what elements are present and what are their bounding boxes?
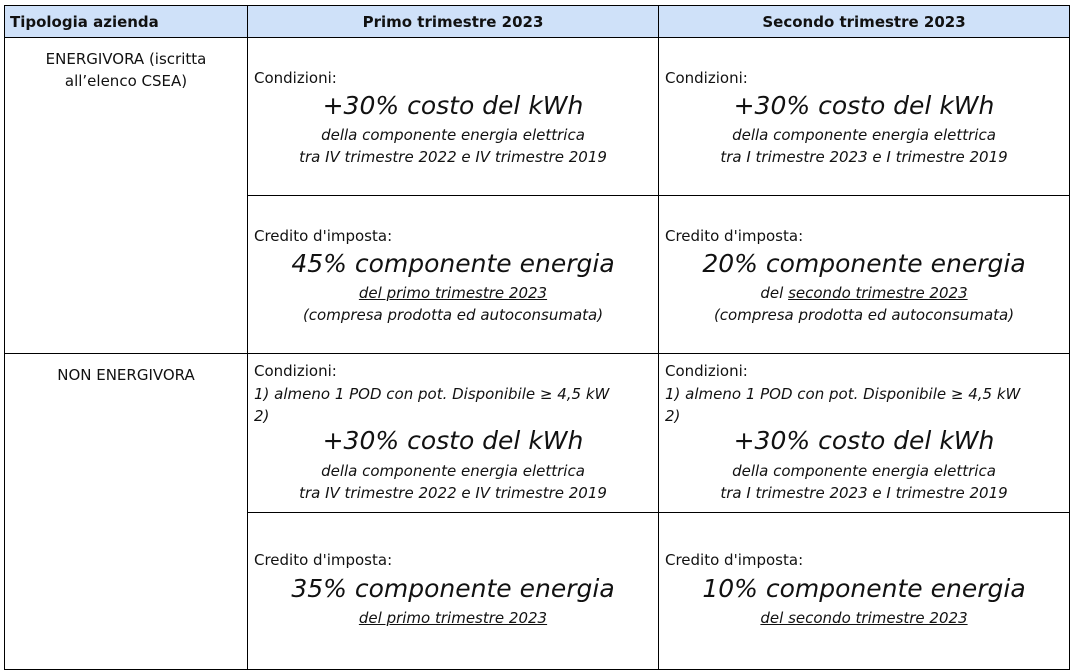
credit-note: (compresa prodotta ed autoconsumata) [302,306,604,324]
conditions-line2: tra I trimestre 2023 e I trimestre 2019 [720,148,1008,166]
non-energivora-credit-q2: Credito d'imposta: 10% componente energi… [658,512,1070,670]
condition-2: 2) [254,407,270,425]
energivora-credit-row: Credito d'imposta: 45% componente energi… [5,195,1070,354]
energivora-type-label: ENERGIVORA (iscritta all’elenco CSEA) [45,50,207,90]
credit-period-prefix: del [760,284,789,302]
non-energivora-credit-row: Credito d'imposta: 35% componente energi… [5,512,1070,670]
conditions-line2: tra IV trimestre 2022 e IV trimestre 201… [299,148,607,166]
credit-label: Credito d'imposta: [254,551,393,569]
conditions-line2: tra I trimestre 2023 e I trimestre 2019 [720,484,1008,502]
conditions-line1: della componente energia elettrica [732,462,996,480]
energivora-credit-q2: Credito d'imposta: 20% componente energi… [658,195,1070,354]
credit-period: del primo trimestre 2023 [358,284,548,302]
credit-value: 20% componente energia [702,249,1026,278]
credit-period: del primo trimestre 2023 [358,609,548,627]
energivora-conditions-row: ENERGIVORA (iscritta all’elenco CSEA) Co… [4,37,1070,354]
credit-note: (compresa prodotta ed autoconsumata) [713,306,1015,324]
credit-value: 45% componente energia [291,249,615,278]
energivora-conditions-q2: Condizioni: +30% costo del kWh della com… [658,37,1070,196]
header-row: Tipologia azienda Primo trimestre 2023 S… [4,5,1070,38]
non-energivora-conditions-q2: Condizioni: 1) almeno 1 POD con pot. Dis… [658,353,1070,513]
credit-value: 10% componente energia [702,574,1026,603]
non-energivora-conditions-q1: Condizioni: 1) almeno 1 POD con pot. Dis… [247,353,659,513]
header-primo-trimestre: Primo trimestre 2023 [247,5,659,38]
condition-1: 1) almeno 1 POD con pot. Disponibile ≥ 4… [665,385,1021,403]
threshold-value: +30% costo del kWh [322,426,584,455]
condition-2: 2) [665,407,681,425]
header-tipologia: Tipologia azienda [4,5,248,38]
energivora-conditions-q1: Condizioni: +30% costo del kWh della com… [247,37,659,196]
conditions-line1: della componente energia elettrica [732,126,996,144]
non-energivora-conditions-row: NON ENERGIVORA Condizioni: 1) almeno 1 P… [4,353,1070,670]
conditions-label: Condizioni: [665,69,748,87]
header-secondo-trimestre: Secondo trimestre 2023 [658,5,1070,38]
threshold-value: +30% costo del kWh [733,91,995,120]
conditions-line2: tra IV trimestre 2022 e IV trimestre 201… [299,484,607,502]
credit-period: del secondo trimestre 2023 [760,609,968,627]
conditions-label: Condizioni: [254,362,337,380]
threshold-value: +30% costo del kWh [322,91,584,120]
energivora-type-cell: ENERGIVORA (iscritta all’elenco CSEA) [4,37,248,354]
non-energivora-type-cell: NON ENERGIVORA [4,353,248,670]
credit-period: secondo trimestre 2023 [788,284,968,302]
credit-value: 35% componente energia [291,574,615,603]
non-energivora-type-label: NON ENERGIVORA [57,366,195,384]
credit-label: Credito d'imposta: [254,227,393,245]
conditions-line1: della componente energia elettrica [321,126,585,144]
energivora-credit-q1: Credito d'imposta: 45% componente energi… [247,195,659,354]
credit-label: Credito d'imposta: [665,227,804,245]
credit-label: Credito d'imposta: [665,551,804,569]
condition-1: 1) almeno 1 POD con pot. Disponibile ≥ 4… [254,385,610,403]
tax-credit-table: Tipologia azienda Primo trimestre 2023 S… [4,5,1070,670]
non-energivora-credit-q1: Credito d'imposta: 35% componente energi… [247,512,659,670]
threshold-value: +30% costo del kWh [733,426,995,455]
conditions-label: Condizioni: [665,362,748,380]
conditions-line1: della componente energia elettrica [321,462,585,480]
conditions-label: Condizioni: [254,69,337,87]
